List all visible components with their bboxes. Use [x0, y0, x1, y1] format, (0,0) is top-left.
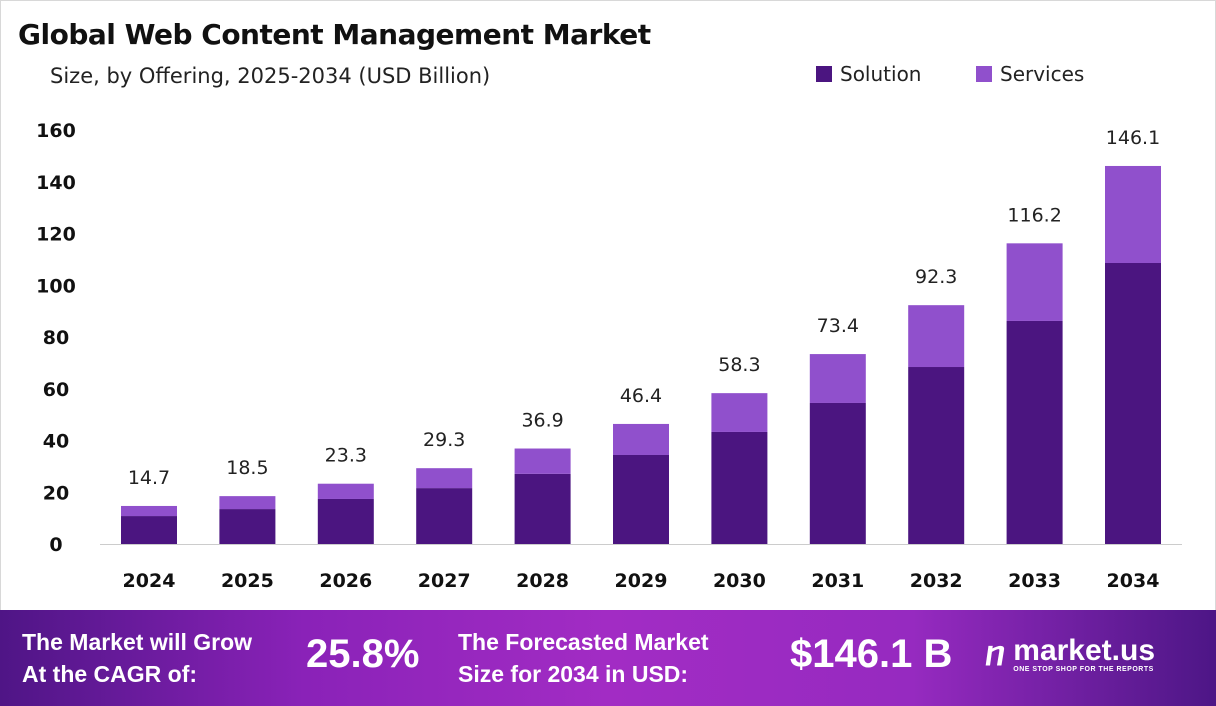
data-label-total: 46.4: [620, 385, 662, 407]
bar-solution-2030: [711, 431, 768, 544]
bar-services-2031: [809, 354, 866, 403]
y-tick-label: 20: [43, 482, 69, 504]
y-tick-label: 80: [43, 327, 69, 349]
y-tick-label: 40: [43, 431, 69, 453]
bar-solution-2028: [514, 473, 571, 544]
data-label-total: 116.2: [1007, 204, 1061, 226]
bar-solution-2029: [613, 454, 669, 544]
x-tick-label: 2028: [516, 570, 569, 592]
chart-title: Global Web Content Management Market: [18, 18, 651, 51]
cagr-label: The Market will Grow At the CAGR of:: [22, 626, 252, 690]
x-tick-label: 2025: [221, 570, 274, 592]
data-label-total: 23.3: [325, 445, 367, 467]
data-label-total: 146.1: [1106, 127, 1160, 149]
bar-services-2027: [416, 468, 473, 489]
logo-tagline: ONE STOP SHOP FOR THE REPORTS: [1013, 665, 1154, 673]
x-tick-label: 2031: [811, 570, 864, 592]
bar-solution-2033: [1006, 320, 1063, 544]
x-tick-label: 2033: [1008, 570, 1061, 592]
market-us-logo: ⴖ market.us ONE STOP SHOP FOR THE REPORT…: [985, 634, 1155, 674]
bar-services-2024: [121, 505, 177, 517]
cagr-label-line2: At the CAGR of:: [22, 661, 198, 687]
x-tick-label: 2034: [1107, 570, 1160, 592]
data-label-total: 58.3: [718, 354, 760, 376]
forecast-label-line1: The Forecasted Market: [458, 629, 709, 655]
x-tick-label: 2027: [418, 570, 471, 592]
data-label-total: 29.3: [423, 429, 465, 451]
forecast-value: $146.1 B: [790, 632, 953, 676]
cagr-label-line1: The Market will Grow: [22, 629, 253, 655]
legend-label-services: Services: [1000, 62, 1085, 86]
bar-services-2032: [908, 305, 965, 368]
chart-subtitle: Size, by Offering, 2025-2034 (USD Billio…: [50, 64, 491, 88]
x-tick-label: 2032: [910, 570, 963, 592]
y-tick-label: 120: [36, 224, 76, 246]
y-tick-label: 0: [49, 534, 62, 556]
bar-solution-2032: [908, 367, 965, 544]
legend-label-solution: Solution: [840, 62, 922, 86]
bar-services-2028: [514, 448, 571, 474]
data-label-total: 73.4: [817, 315, 859, 337]
bar-solution-2025: [219, 509, 276, 544]
x-tick-label: 2024: [123, 570, 176, 592]
bar-services-2029: [613, 423, 669, 455]
logo-mark-icon: ⴖ: [985, 635, 1006, 673]
y-tick-label: 60: [43, 379, 69, 401]
x-tick-label: 2030: [713, 570, 766, 592]
legend-swatch-solution: [816, 66, 832, 82]
bar-solution-2031: [809, 402, 866, 544]
bar-services-2025: [219, 496, 276, 510]
bar-chart: 0 20 40 60 80 100 120 140 160 14.7 2024 18.5 2025 23.…: [36, 120, 1182, 592]
legend-item-services: Services: [976, 62, 1084, 86]
bar-solution-2034: [1105, 262, 1161, 544]
y-tick-label: 100: [36, 275, 76, 297]
data-label-total: 14.7: [128, 467, 170, 489]
legend-swatch-services: [976, 66, 992, 82]
y-tick-label: 140: [36, 172, 76, 194]
bar-services-2033: [1006, 243, 1063, 321]
logo-name: market.us: [1013, 633, 1156, 667]
forecast-label: The Forecasted Market Size for 2034 in U…: [458, 626, 709, 690]
x-tick-label: 2026: [319, 570, 372, 592]
bar-services-2034: [1105, 165, 1161, 263]
cagr-value: 25.8%: [306, 632, 420, 676]
footer-banner: The Market will Grow At the CAGR of: 25.…: [0, 610, 1216, 706]
x-tick-label: 2029: [615, 570, 668, 592]
data-label-total: 18.5: [226, 457, 268, 479]
bar-solution-2026: [317, 498, 374, 544]
bar-solution-2024: [121, 516, 177, 544]
bar-solution-2027: [416, 488, 473, 544]
legend-item-solution: Solution: [816, 62, 921, 86]
y-tick-label: 160: [36, 120, 76, 142]
bar-services-2026: [317, 483, 374, 499]
forecast-label-line2: Size for 2034 in USD:: [458, 661, 689, 687]
bar-services-2030: [711, 393, 768, 432]
data-label-total: 92.3: [915, 266, 957, 288]
data-label-total: 36.9: [521, 410, 563, 432]
